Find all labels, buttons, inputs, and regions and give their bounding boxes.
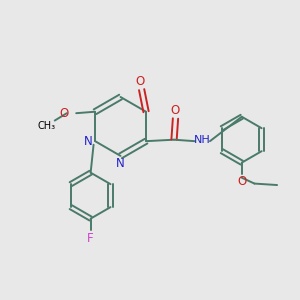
Text: F: F: [87, 232, 94, 244]
Text: O: O: [237, 175, 246, 188]
Text: O: O: [60, 107, 69, 120]
Text: NH: NH: [194, 135, 211, 145]
Text: N: N: [84, 135, 93, 148]
Text: O: O: [136, 75, 145, 88]
Text: O: O: [171, 104, 180, 117]
Text: CH₃: CH₃: [38, 121, 56, 130]
Text: N: N: [116, 157, 125, 170]
